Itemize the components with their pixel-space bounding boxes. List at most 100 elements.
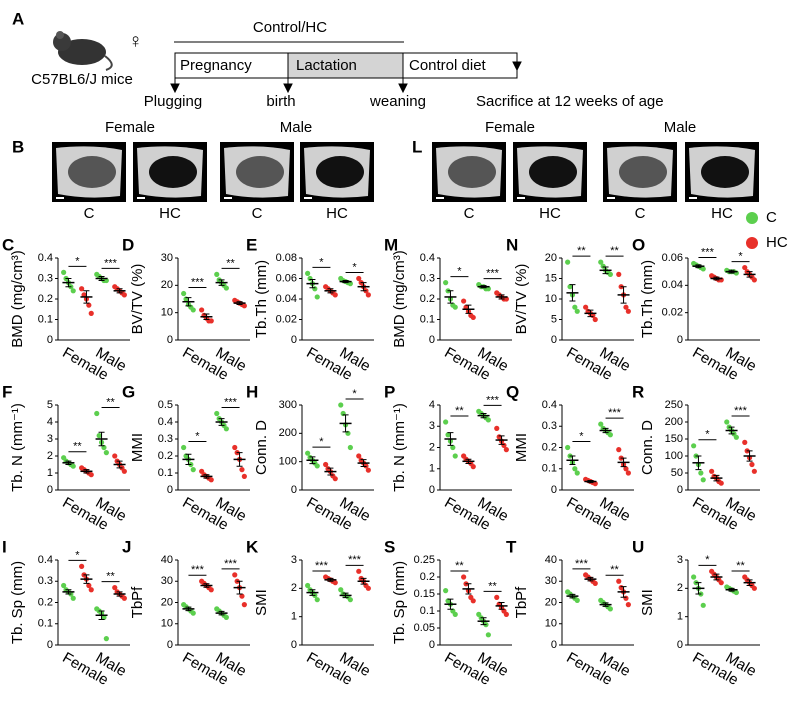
- y-tick-label: 0.3: [38, 272, 53, 284]
- error-bar: [342, 592, 349, 599]
- event-label: Sacrifice at 12 weeks of age: [476, 93, 664, 110]
- significance-label: ***: [701, 246, 715, 258]
- significance-label: ***: [191, 276, 205, 288]
- data-point: [121, 595, 127, 601]
- y-tick-label: 10: [545, 293, 557, 305]
- data-point: [312, 286, 318, 292]
- data-point: [485, 417, 491, 423]
- significance-label: ***: [348, 554, 362, 566]
- data-point: [79, 286, 85, 292]
- panel-label: E: [246, 235, 257, 254]
- panel-label: O: [632, 235, 645, 254]
- error-bar: [116, 288, 123, 294]
- data-point: [365, 467, 371, 473]
- data-point: [598, 259, 604, 265]
- error-bar: [98, 610, 105, 620]
- data-point: [733, 434, 739, 440]
- y-tick-label: 0: [429, 639, 435, 651]
- data-point: [232, 444, 238, 451]
- error-bar: [203, 313, 210, 320]
- y-tick-label: 0.2: [420, 571, 435, 583]
- group-label: HC: [326, 205, 348, 222]
- y-tick-label: 0.05: [414, 622, 435, 634]
- panel-label: L: [412, 137, 422, 156]
- y-tick-label: 0: [677, 639, 683, 651]
- panel-label: A: [12, 9, 24, 28]
- error-bar: [602, 602, 609, 607]
- data-point: [223, 285, 229, 291]
- y-tick-label: 0.3: [420, 272, 435, 284]
- error-bar: [218, 279, 225, 286]
- error-bar: [327, 467, 334, 476]
- significance-label: *: [457, 266, 462, 278]
- panel-label: S: [384, 537, 395, 556]
- data-point: [88, 310, 94, 316]
- data-point: [574, 308, 580, 314]
- significance-label: *: [579, 430, 584, 442]
- error-bar: [465, 583, 472, 595]
- y-tick-label: 30: [161, 252, 173, 264]
- y-tick-label: 0: [167, 639, 173, 651]
- error-bar: [728, 587, 735, 592]
- data-point: [698, 470, 704, 476]
- y-tick-label: 0.3: [542, 420, 557, 432]
- data-point: [363, 463, 369, 469]
- y-tick-label: 0.25: [414, 554, 435, 566]
- y-tick-label: 0.4: [542, 399, 557, 411]
- error-bar: [116, 591, 123, 597]
- error-bar: [587, 576, 594, 582]
- data-point: [623, 595, 629, 601]
- error-bar: [309, 279, 316, 289]
- significance-label: **: [610, 245, 619, 257]
- y-tick-label: 10: [161, 618, 173, 630]
- y-tick-label: 0.3: [158, 433, 173, 445]
- data-point: [452, 453, 458, 459]
- y-tick-label: 10: [161, 307, 173, 319]
- data-point: [565, 444, 571, 451]
- phase-label: Pregnancy: [180, 57, 252, 74]
- data-point: [332, 476, 338, 482]
- y-tick-label: 0.1: [420, 605, 435, 617]
- error-bar: [116, 460, 123, 469]
- group-label: HC: [159, 205, 181, 222]
- error-bar: [746, 271, 753, 278]
- data-point: [485, 632, 491, 638]
- data-point: [208, 587, 214, 593]
- error-bar: [465, 304, 472, 314]
- data-point: [592, 481, 598, 487]
- data-point: [356, 453, 362, 459]
- data-point: [598, 421, 604, 427]
- y-tick-label: 150: [665, 433, 683, 445]
- error-bar: [236, 301, 243, 305]
- y-tick-label: 100: [665, 450, 683, 462]
- data-point: [314, 463, 320, 469]
- error-bar: [713, 276, 720, 281]
- y-axis-label: MMI: [129, 433, 146, 462]
- y-tick-label: 0.2: [38, 596, 53, 608]
- error-bar: [98, 275, 105, 282]
- data-point: [79, 563, 85, 569]
- y-tick-label: 0.2: [38, 293, 53, 305]
- event-label: Plugging: [144, 93, 202, 110]
- y-tick-label: 0: [47, 334, 53, 346]
- data-point: [749, 461, 755, 468]
- error-bar: [65, 460, 72, 465]
- data-point: [616, 271, 622, 277]
- data-point: [232, 572, 238, 578]
- y-tick-label: 0.06: [662, 252, 683, 264]
- data-point: [121, 292, 127, 298]
- data-point: [103, 636, 109, 642]
- y-tick-label: 0: [551, 484, 557, 496]
- significance-label: ***: [608, 407, 622, 419]
- y-tick-label: 0.4: [38, 252, 53, 264]
- data-point: [61, 269, 67, 275]
- y-tick-label: 3: [291, 554, 297, 566]
- data-point: [461, 574, 467, 580]
- error-bar: [498, 602, 505, 610]
- data-point: [121, 468, 127, 474]
- error-bar: [480, 617, 487, 626]
- data-point: [452, 304, 458, 310]
- error-bar: [695, 582, 702, 595]
- significance-label: ***: [315, 560, 329, 572]
